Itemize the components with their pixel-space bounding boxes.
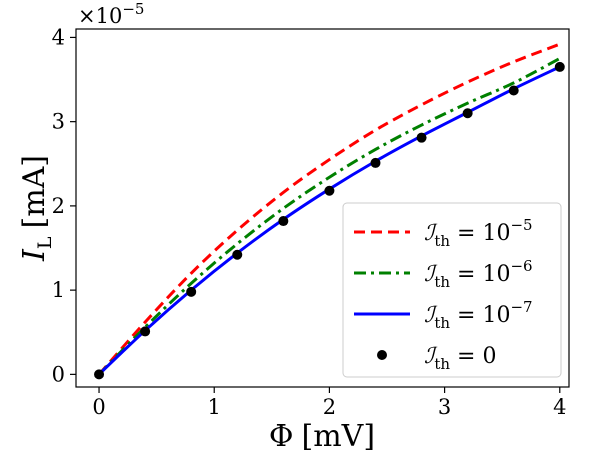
x-tick-label: 3 (438, 395, 451, 419)
legend-label: ℐth = 10−7 (424, 298, 533, 332)
legend-entry: ℐth = 10−6 (354, 257, 533, 291)
data-point (508, 85, 519, 96)
y-tick-label: 0 (52, 362, 65, 386)
series-layer (94, 42, 565, 380)
data-point (462, 108, 473, 119)
legend-entry: ℐth = 10−7 (354, 298, 533, 332)
x-tick-label: 1 (208, 395, 221, 419)
x-tick-label: 0 (92, 395, 105, 419)
x-axis-label: Φ [mV] (269, 419, 375, 454)
y-axis-label: IL[mA] (17, 155, 56, 262)
data-point (94, 369, 105, 380)
data-point (324, 185, 335, 196)
y-tick-label: 1 (52, 278, 65, 302)
y-axis-ticks: 0 1 2 3 4 (52, 25, 76, 386)
series-line-0 (97, 42, 561, 376)
legend-marker (377, 350, 387, 360)
data-point (554, 61, 565, 72)
x-axis-ticks: 0 1 2 3 4 (92, 387, 566, 419)
svg-text:IL[mA]: IL[mA] (17, 155, 56, 262)
data-point (278, 216, 289, 227)
data-point (416, 132, 427, 143)
y-tick-label: 2 (52, 194, 65, 218)
plot-frame (75, 28, 570, 388)
legend-label: ℐth = 10−6 (424, 257, 533, 291)
x-tick-label: 2 (323, 395, 336, 419)
data-point (232, 249, 243, 260)
data-point (140, 326, 151, 337)
data-point (186, 286, 197, 297)
series-line-1 (97, 57, 561, 376)
y-offset-label: ×10−5 (78, 0, 144, 28)
data-point (370, 157, 381, 168)
y-tick-label: 3 (52, 110, 65, 134)
y-tick-label: 4 (52, 25, 65, 49)
legend-box (342, 202, 562, 378)
x-tick-label: 4 (553, 395, 566, 419)
